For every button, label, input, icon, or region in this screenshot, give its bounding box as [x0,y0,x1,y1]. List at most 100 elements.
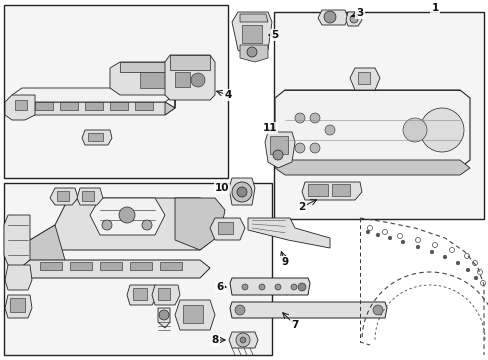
Polygon shape [40,262,62,270]
Circle shape [191,73,204,87]
Polygon shape [231,12,271,60]
Polygon shape [240,45,267,62]
Bar [307,184,327,196]
Polygon shape [50,188,78,205]
Polygon shape [100,262,122,270]
Bar [4,183,271,355]
Polygon shape [228,178,254,205]
Circle shape [235,305,244,315]
Text: 5: 5 [271,30,278,40]
Bar [357,72,369,84]
Bar [158,288,170,300]
Bar [242,25,262,43]
Polygon shape [5,265,32,290]
Polygon shape [82,130,112,145]
Circle shape [294,113,305,123]
Bar [183,305,203,323]
Polygon shape [240,14,267,22]
Circle shape [349,15,357,23]
Polygon shape [70,262,92,270]
Text: 10: 10 [214,183,229,193]
Text: 4: 4 [224,90,231,100]
Bar [82,191,94,201]
Bar [175,72,190,87]
Polygon shape [60,102,78,110]
Circle shape [402,118,426,142]
Text: 11: 11 [262,123,277,133]
Circle shape [366,230,369,234]
Polygon shape [229,278,309,295]
Text: 2: 2 [298,202,305,212]
Polygon shape [274,160,469,175]
Polygon shape [302,182,361,200]
Polygon shape [12,102,175,115]
Circle shape [465,268,469,272]
Circle shape [297,283,305,291]
Bar [133,288,147,300]
Circle shape [400,240,404,244]
Circle shape [387,236,391,240]
Bar [273,12,483,219]
Circle shape [419,108,463,152]
Text: 1: 1 [430,3,438,13]
Bar [218,222,232,234]
Polygon shape [175,300,215,330]
Bar [331,184,349,196]
Circle shape [473,276,477,280]
Circle shape [242,284,247,290]
Circle shape [272,150,283,160]
Circle shape [455,261,459,265]
Polygon shape [135,102,153,110]
Polygon shape [349,68,379,90]
Circle shape [442,255,446,259]
Polygon shape [228,332,258,348]
Text: 8: 8 [211,335,218,345]
Bar [269,136,287,154]
Circle shape [231,182,251,202]
Circle shape [159,310,169,320]
Circle shape [415,245,419,249]
Circle shape [274,284,281,290]
Polygon shape [110,102,128,110]
Polygon shape [175,198,224,250]
Polygon shape [158,308,170,328]
Circle shape [294,143,305,153]
Circle shape [325,125,334,135]
Circle shape [236,333,249,347]
Polygon shape [85,102,103,110]
Text: 6: 6 [216,282,223,292]
Circle shape [259,284,264,290]
Polygon shape [164,55,215,100]
Circle shape [324,11,335,23]
Circle shape [237,187,246,197]
Text: 3: 3 [356,8,363,18]
Circle shape [309,113,319,123]
Polygon shape [120,62,175,72]
Circle shape [240,337,245,343]
Polygon shape [346,12,361,26]
Polygon shape [12,88,175,102]
Polygon shape [164,88,175,115]
Bar [10,298,25,312]
Polygon shape [4,215,30,268]
Bar [57,191,69,201]
Polygon shape [130,262,152,270]
Polygon shape [152,285,180,305]
Polygon shape [5,95,35,120]
Circle shape [142,220,152,230]
Polygon shape [77,188,103,205]
Circle shape [119,207,135,223]
Polygon shape [127,285,158,305]
Text: 7: 7 [291,320,298,330]
Polygon shape [110,62,184,95]
Polygon shape [35,102,53,110]
Circle shape [429,250,433,254]
Circle shape [290,284,296,290]
Polygon shape [274,90,469,168]
Polygon shape [140,72,164,88]
Bar [88,133,103,141]
Bar [4,5,227,178]
Polygon shape [30,198,215,250]
Polygon shape [20,225,65,275]
Polygon shape [90,198,164,235]
